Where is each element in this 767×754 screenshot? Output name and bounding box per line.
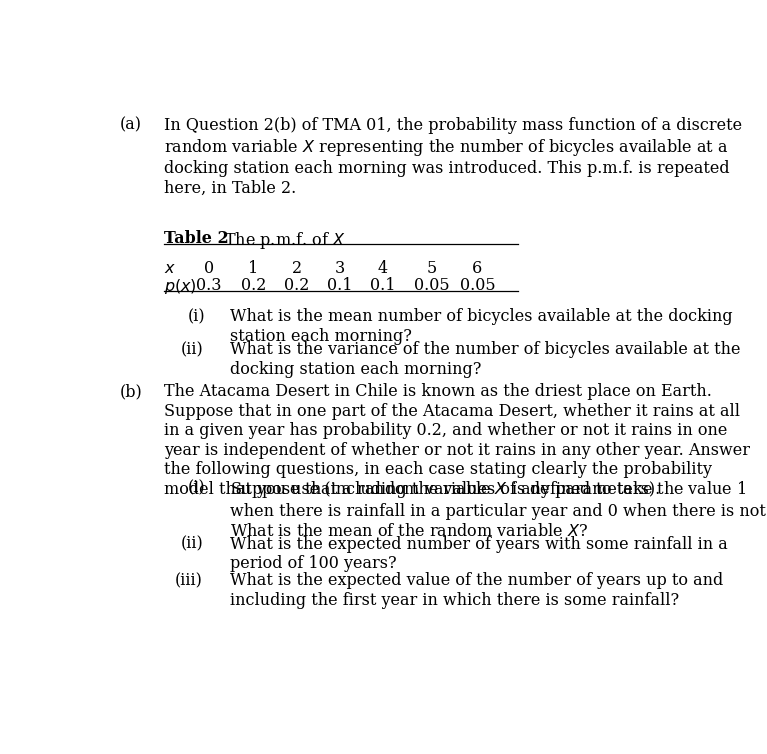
Text: 0.05: 0.05	[414, 277, 449, 294]
Text: What is the mean number of bicycles available at the docking
station each mornin: What is the mean number of bicycles avai…	[229, 308, 732, 345]
Text: 0: 0	[204, 260, 214, 277]
Text: (i): (i)	[188, 480, 206, 496]
Text: (b): (b)	[120, 383, 143, 400]
Text: 2: 2	[291, 260, 302, 277]
Text: The Atacama Desert in Chile is known as the driest place on Earth.
Suppose that : The Atacama Desert in Chile is known as …	[164, 383, 750, 498]
Text: What is the expected value of the number of years up to and
including the first : What is the expected value of the number…	[229, 572, 723, 609]
Text: $p(x)$: $p(x)$	[164, 277, 197, 296]
Text: $x$: $x$	[164, 260, 176, 277]
Text: 0.1: 0.1	[327, 277, 352, 294]
Text: 0.1: 0.1	[370, 277, 396, 294]
Text: 0.3: 0.3	[196, 277, 222, 294]
Text: 5: 5	[426, 260, 437, 277]
Text: 0.05: 0.05	[459, 277, 495, 294]
Text: 0.2: 0.2	[241, 277, 266, 294]
Text: 0.2: 0.2	[284, 277, 309, 294]
Text: What is the expected number of years with some rainfall in a
period of 100 years: What is the expected number of years wit…	[229, 536, 727, 572]
Text: What is the variance of the number of bicycles available at the
docking station : What is the variance of the number of bi…	[229, 342, 740, 378]
Text: The p.m.f. of $X$: The p.m.f. of $X$	[214, 230, 345, 251]
Text: 1: 1	[249, 260, 258, 277]
Text: 3: 3	[334, 260, 344, 277]
Text: 4: 4	[378, 260, 388, 277]
Text: (i): (i)	[188, 308, 206, 325]
Text: 6: 6	[472, 260, 482, 277]
Text: (a): (a)	[120, 117, 142, 133]
Text: (iii): (iii)	[175, 572, 202, 590]
Text: Table 2: Table 2	[164, 230, 229, 247]
Text: (ii): (ii)	[181, 536, 203, 553]
Text: In Question 2(b) of TMA 01, the probability mass function of a discrete
random v: In Question 2(b) of TMA 01, the probabil…	[164, 117, 742, 197]
Text: (ii): (ii)	[181, 342, 203, 358]
Text: Suppose that a random variable $X$ is defined to take the value 1
when there is : Suppose that a random variable $X$ is de…	[229, 480, 767, 540]
